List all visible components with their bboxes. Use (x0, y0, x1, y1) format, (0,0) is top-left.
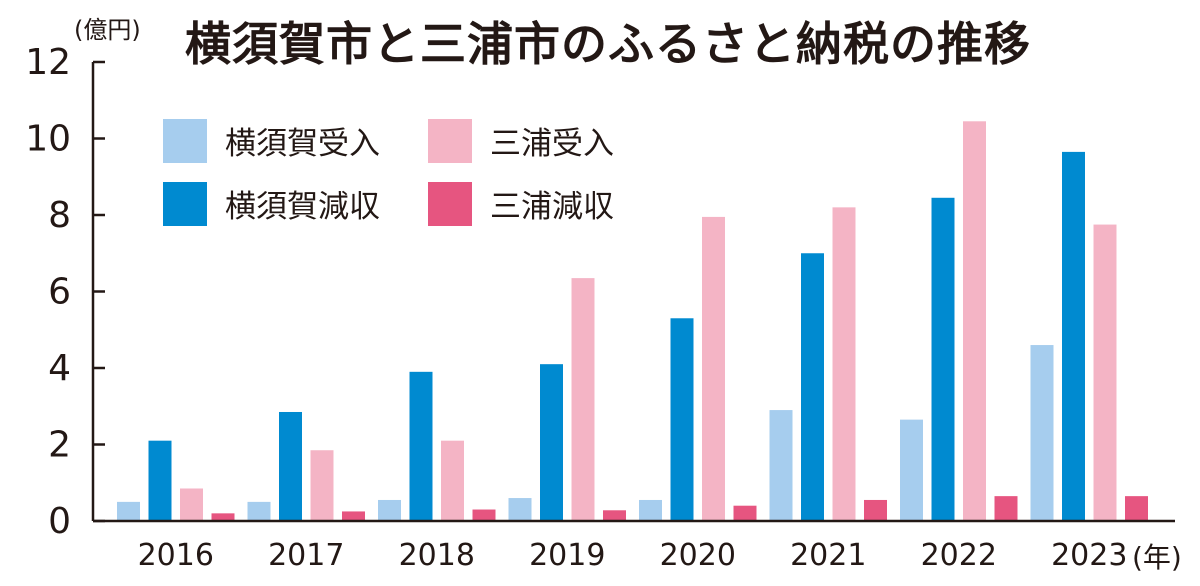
legend-label: 横須賀減収 (225, 189, 380, 225)
bar-2016-2 (180, 488, 203, 521)
y-tick-label: 0 (48, 501, 71, 542)
bar-2016-3 (211, 513, 235, 521)
chart-title: 横須賀市と三浦市のふるさと納税の推移 (185, 17, 1031, 71)
bar-2018-2 (441, 440, 464, 521)
bar-2022-2 (963, 121, 986, 521)
bar-2020-1 (670, 318, 694, 521)
bar-2017-3 (342, 511, 365, 521)
bar-2023-3 (1125, 496, 1148, 521)
bar-2019-2 (571, 278, 595, 521)
bar-2017-1 (279, 411, 302, 521)
bar-2022-1 (931, 197, 955, 521)
bar-2019-0 (508, 498, 532, 521)
bar-2017-2 (310, 450, 334, 521)
bar-2021-2 (832, 207, 856, 521)
bar-2022-3 (994, 496, 1018, 521)
x-tick-label: 2023 (1051, 538, 1127, 573)
bar-2019-3 (603, 510, 626, 521)
x-axis: 2016 2017 2018 2019 2020 2021 2022 2023 (93, 519, 1175, 573)
bar-2019-1 (540, 364, 563, 521)
legend-item-yokosuka-inflow: 横須賀受入 (163, 118, 380, 163)
legend-swatch (163, 181, 207, 226)
bar-2020-2 (702, 216, 725, 521)
legend-swatch (428, 118, 472, 163)
y-tick-label: 12 (25, 42, 71, 83)
x-tick-label: 2017 (268, 538, 344, 573)
legend-swatch (428, 181, 472, 226)
x-tick-label: 2016 (138, 538, 214, 573)
x-tick-label: 2022 (921, 538, 997, 573)
y-axis-unit: (億円) (74, 16, 141, 44)
bar-2018-1 (409, 371, 433, 521)
bar-2022-0 (900, 419, 923, 521)
y-tick-label: 8 (48, 195, 71, 236)
bar-2018-3 (472, 509, 496, 521)
y-axis: 0 2 4 6 8 10 12 (25, 42, 105, 542)
legend-label: 三浦減収 (490, 189, 614, 225)
x-tick-label: 2018 (399, 538, 475, 573)
y-tick-label: 4 (48, 348, 71, 389)
legend-label: 三浦受入 (490, 126, 614, 162)
bar-2017-0 (247, 501, 271, 521)
x-tick-label: 2020 (660, 538, 736, 573)
bar-2023-1 (1062, 151, 1085, 521)
bar-2021-0 (769, 410, 793, 521)
y-tick-label: 2 (48, 425, 71, 466)
bar-2023-0 (1030, 345, 1054, 521)
bars (117, 121, 1148, 521)
bar-2016-0 (117, 501, 140, 521)
x-tick-label: 2021 (790, 538, 866, 573)
legend-item-miura-inflow: 三浦受入 (428, 118, 614, 163)
bar-2023-2 (1093, 224, 1117, 521)
legend-item-yokosuka-loss: 横須賀減収 (163, 181, 380, 226)
y-tick-label: 10 (25, 119, 71, 160)
x-tick-label: 2019 (529, 538, 605, 573)
legend-item-miura-loss: 三浦減収 (428, 181, 614, 226)
legend-swatch (163, 118, 207, 163)
y-tick-label: 6 (48, 272, 71, 313)
legend-label: 横須賀受入 (225, 126, 380, 162)
bar-2020-3 (733, 505, 757, 521)
bar-2021-1 (801, 253, 824, 521)
bar-2016-1 (148, 440, 172, 521)
bar-2021-3 (864, 499, 887, 521)
bar-2018-0 (378, 499, 401, 521)
x-axis-unit: (年) (1132, 541, 1182, 574)
bar-2020-0 (639, 499, 662, 521)
